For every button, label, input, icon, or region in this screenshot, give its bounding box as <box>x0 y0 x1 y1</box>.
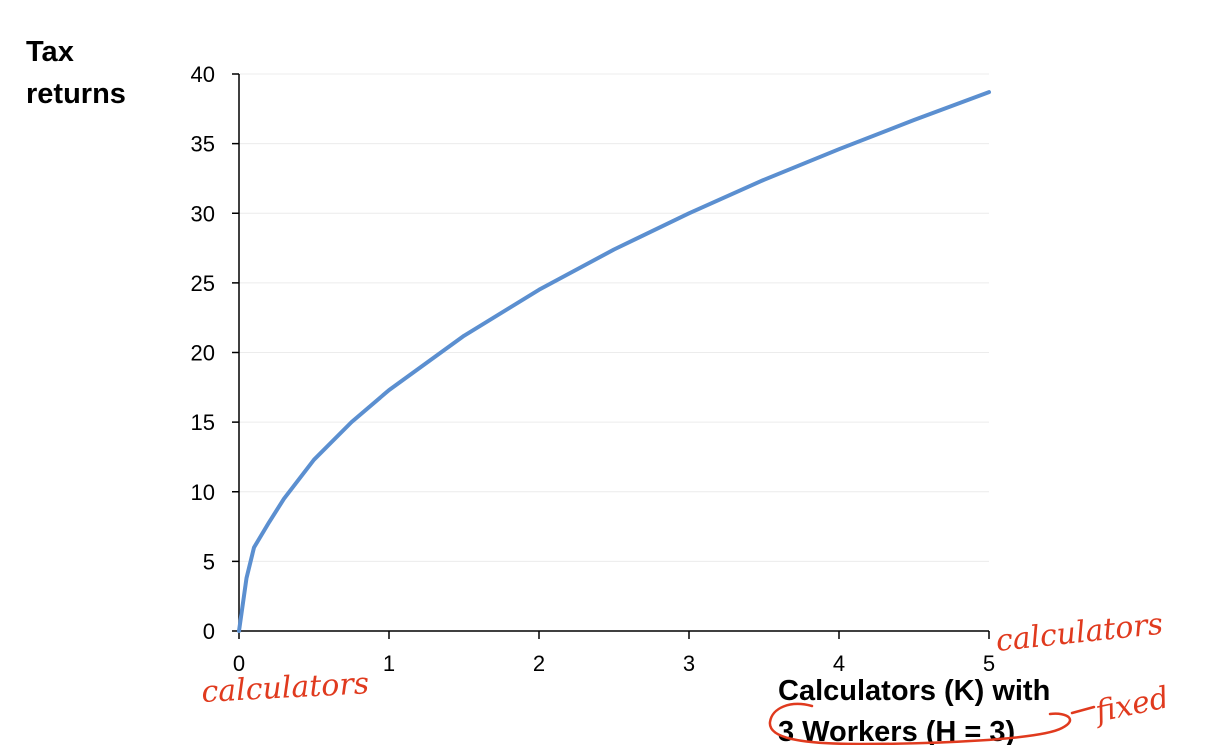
y-tick-label-5: 25 <box>191 271 215 296</box>
y-tick-labels: 0 5 10 15 20 25 30 35 40 <box>191 62 239 644</box>
x-tick-label-5: 5 <box>983 651 995 676</box>
y-tick-label-0: 0 <box>203 619 215 644</box>
y-axis-title-line-2: returns <box>26 78 126 110</box>
y-tick-label-7: 35 <box>191 132 215 157</box>
x-tick-label-4: 4 <box>833 651 845 676</box>
gridlines <box>239 73 989 562</box>
x-tick-label-2: 2 <box>533 651 545 676</box>
handwritten-note-fixed: fixed <box>1090 680 1172 730</box>
handwritten-note-calculators-bottom: calculators <box>201 666 370 710</box>
y-tick-label-6: 30 <box>191 201 215 226</box>
x-axis-title-line-1: Calculators (K) with <box>778 675 1050 707</box>
series-group <box>237 90 991 633</box>
y-axis-title-line-1: Tax <box>26 36 74 68</box>
y-tick-label-3: 15 <box>191 410 215 435</box>
y-tick-label-8: 40 <box>191 62 215 87</box>
x-tick-label-1: 1 <box>383 651 395 676</box>
x-tick-label-3: 3 <box>683 651 695 676</box>
handwritten-circle-mark <box>768 702 1072 745</box>
y-tick-label-4: 20 <box>191 341 215 366</box>
handwritten-dash-mark <box>1070 705 1096 715</box>
handwritten-note-calculators-right: calculators <box>994 607 1164 659</box>
y-tick-label-1: 5 <box>203 549 215 574</box>
x-tick-labels: 0 1 2 3 4 5 <box>233 631 995 676</box>
x-tick-label-0: 0 <box>233 651 245 676</box>
series-line-0 <box>237 90 991 633</box>
y-tick-label-2: 10 <box>191 480 215 505</box>
